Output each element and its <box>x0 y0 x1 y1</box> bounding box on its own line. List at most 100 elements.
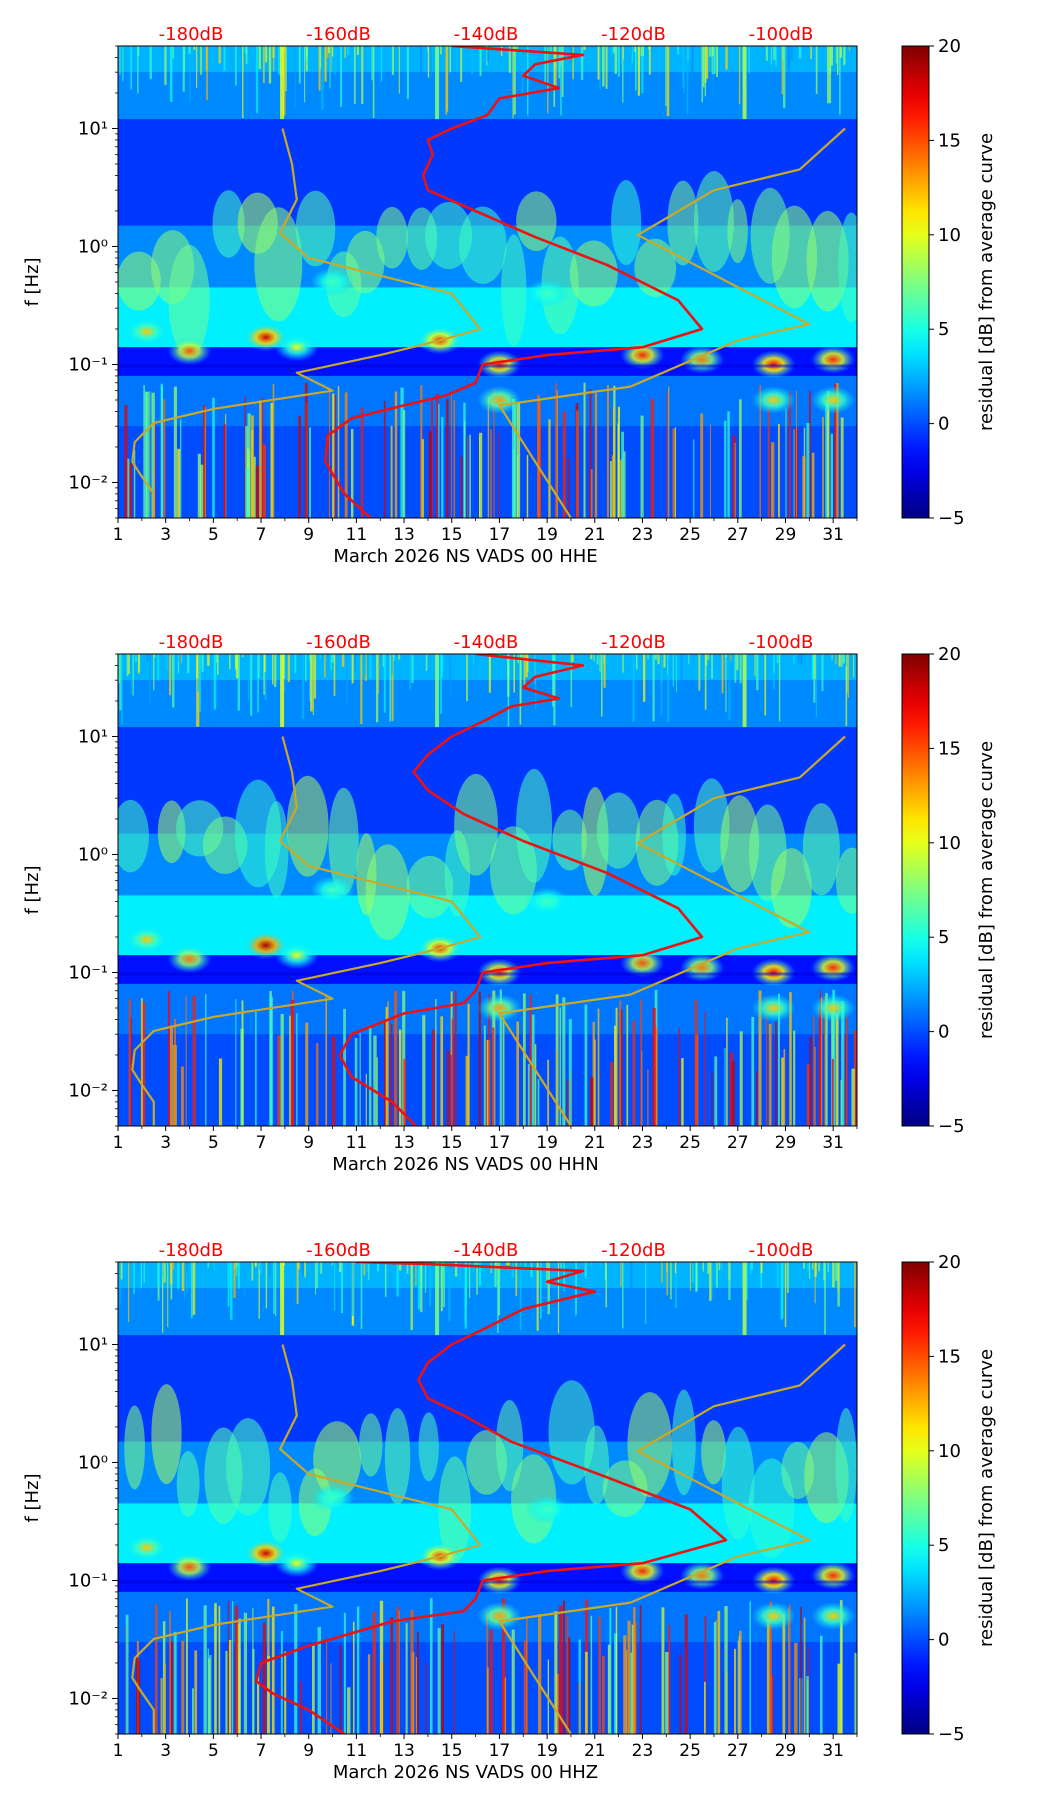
heatmap-streak <box>531 1014 535 1126</box>
heatmap-streak <box>674 1262 677 1274</box>
heatmap-streak <box>599 46 601 90</box>
heatmap-streak <box>727 411 730 518</box>
x-tick-label: 23 <box>632 1741 654 1761</box>
heatmap-streak <box>170 1641 174 1734</box>
heatmap-streak <box>410 1610 414 1734</box>
x-tick-label: 23 <box>632 525 654 545</box>
x-tick-label: 31 <box>822 1741 844 1761</box>
colorbar-gradient <box>901 653 930 1127</box>
heatmap-plume <box>748 1458 795 1558</box>
heatmap-streak <box>403 1058 407 1126</box>
heatmap-streak <box>119 46 121 75</box>
heatmap-streak <box>325 994 327 1126</box>
heatmap-blob-3 <box>274 333 319 362</box>
heatmap-streak <box>479 46 482 77</box>
x-tick-label: 19 <box>536 1741 558 1761</box>
heatmap-streak <box>615 1606 618 1734</box>
heatmap-streak <box>534 654 537 710</box>
heatmap-streak <box>449 654 452 697</box>
heatmap-streak <box>213 1262 216 1270</box>
heatmap-streak <box>196 46 198 89</box>
heatmap-streak <box>160 383 163 518</box>
heatmap-streak <box>339 1645 342 1734</box>
heatmap-streak <box>635 654 638 670</box>
heatmap-streak <box>830 433 833 518</box>
heatmap-streak <box>284 46 287 92</box>
heatmap-plume <box>418 1412 439 1482</box>
heatmap-streak <box>322 46 325 91</box>
heatmap-streak <box>425 1663 427 1734</box>
heatmap-streak <box>197 654 200 692</box>
heatmap-streak <box>373 1035 377 1126</box>
heatmap-streak <box>614 1633 618 1734</box>
heatmap-streak <box>605 46 608 89</box>
y-tick-label: 10⁰ <box>78 236 108 257</box>
heatmap-streak <box>203 405 206 518</box>
heatmap-streak <box>787 46 790 76</box>
heatmap-streak <box>280 1013 284 1126</box>
heatmap-streak <box>839 46 841 115</box>
heatmap-streak <box>192 995 196 1126</box>
heatmap-streak <box>814 1262 817 1277</box>
heatmap-streak <box>546 1262 548 1285</box>
heatmap-streak <box>782 46 784 61</box>
heatmap-streak <box>718 1262 721 1271</box>
heatmap-streak <box>301 1262 304 1276</box>
heatmap-streak <box>473 1262 476 1267</box>
heatmap-streak <box>483 1025 486 1126</box>
heatmap-gap <box>118 972 857 976</box>
y-tick-label: 10¹ <box>78 726 108 747</box>
heatmap-streak <box>789 992 792 1126</box>
heatmap-streak <box>284 1651 287 1734</box>
heatmap-streak <box>822 417 824 518</box>
heatmap-streak <box>634 46 636 53</box>
x-tick-label: 9 <box>303 525 314 545</box>
heatmap-streak <box>223 424 226 518</box>
heatmap-streak <box>854 1653 857 1734</box>
heatmap-streak <box>600 1262 602 1268</box>
heatmap-streak <box>218 46 221 64</box>
heatmap-streak <box>666 1262 669 1296</box>
heatmap-streak <box>835 654 837 665</box>
heatmap-streak <box>590 1615 593 1734</box>
heatmap-streak <box>460 46 463 82</box>
heatmap-streak <box>337 386 340 518</box>
x-tick-label: 17 <box>489 1741 511 1761</box>
heatmap-streak <box>424 1262 427 1293</box>
heatmap-streak <box>633 1262 637 1267</box>
heatmap-streak <box>451 1018 454 1126</box>
heatmap-streak <box>467 436 469 518</box>
heatmap-streak <box>846 654 848 693</box>
heatmap-streak <box>272 654 274 685</box>
heatmap-streak <box>183 46 186 72</box>
heatmap-streak <box>499 989 502 1126</box>
heatmap-streak <box>218 1058 223 1126</box>
heatmap-streak <box>521 46 524 93</box>
x-tick-label: 7 <box>256 525 267 545</box>
heatmap-streak <box>376 1262 380 1272</box>
heatmap-plume <box>254 207 303 322</box>
heatmap-streak <box>660 654 663 716</box>
heatmap-streak <box>261 398 264 518</box>
heatmap-streak <box>686 46 689 115</box>
x-axis-label: March 2026 NS VADS 00 HHE <box>333 546 597 567</box>
heatmap-streak <box>262 444 267 518</box>
heatmap-streak <box>511 1262 515 1278</box>
heatmap-streak <box>126 654 129 676</box>
heatmap-plume <box>838 212 857 323</box>
heatmap-blob-0 <box>124 317 169 346</box>
heatmap-blob-3 <box>274 941 319 970</box>
heatmap-streak <box>526 455 529 518</box>
heatmap-streak <box>333 654 336 697</box>
heatmap-streak <box>637 46 641 96</box>
heatmap-streak <box>611 455 616 518</box>
heatmap-streak <box>427 46 430 78</box>
heatmap-band-4 <box>118 895 857 956</box>
top-db-label: -100dB <box>749 632 814 653</box>
heatmap-streak <box>711 46 714 56</box>
heatmap-streak <box>331 1036 336 1126</box>
heatmap-streak <box>329 46 331 89</box>
heatmap-event-line <box>742 1262 747 1336</box>
heatmap-streak <box>473 1262 475 1273</box>
heatmap-streak <box>234 46 237 86</box>
